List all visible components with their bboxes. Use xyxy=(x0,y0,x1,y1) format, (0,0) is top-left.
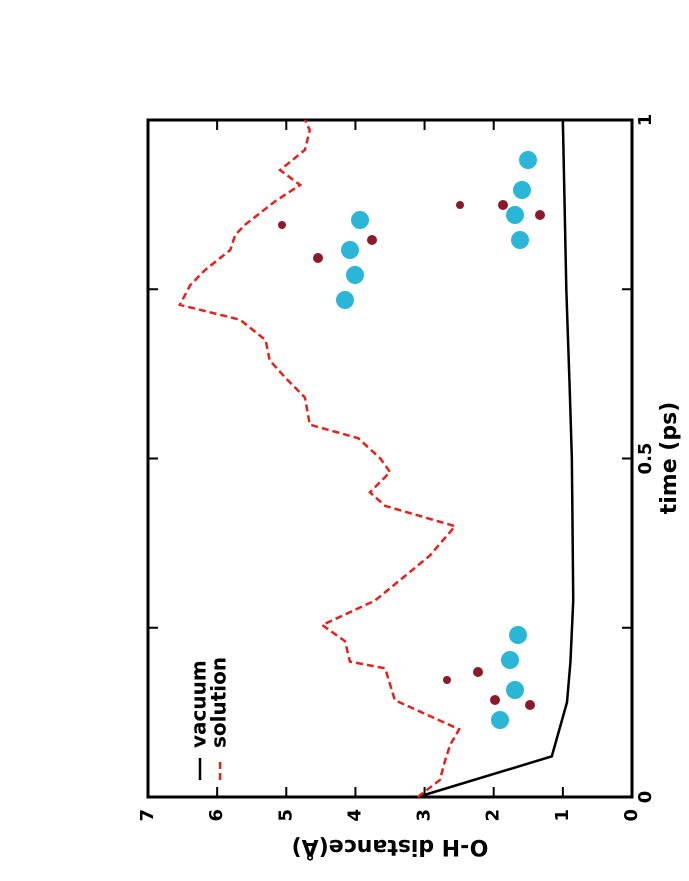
x-tick-label: 0.5 xyxy=(635,443,656,475)
y-tick-label: 4 xyxy=(344,809,365,822)
line xyxy=(417,119,575,799)
y-tick-label: 7 xyxy=(137,809,158,822)
legend-label: vacuum xyxy=(187,660,211,748)
y-tick-label: 2 xyxy=(483,809,504,822)
x-axis-label: time (ps) xyxy=(657,402,682,515)
line xyxy=(177,119,461,798)
y-tick-label: 3 xyxy=(414,809,435,822)
y-axis-label: O-H distance(Å) xyxy=(292,834,489,860)
y-tick-label: 6 xyxy=(206,809,227,822)
y-tick-label: 5 xyxy=(275,809,296,822)
y-tick-label: 0 xyxy=(621,809,642,822)
x-tick-label: 0 xyxy=(635,791,656,804)
legend-label: solution xyxy=(207,657,231,748)
x-tick-label: 1 xyxy=(635,114,656,127)
y-tick-label: 1 xyxy=(552,809,573,822)
molecule-illustration xyxy=(278,151,545,729)
